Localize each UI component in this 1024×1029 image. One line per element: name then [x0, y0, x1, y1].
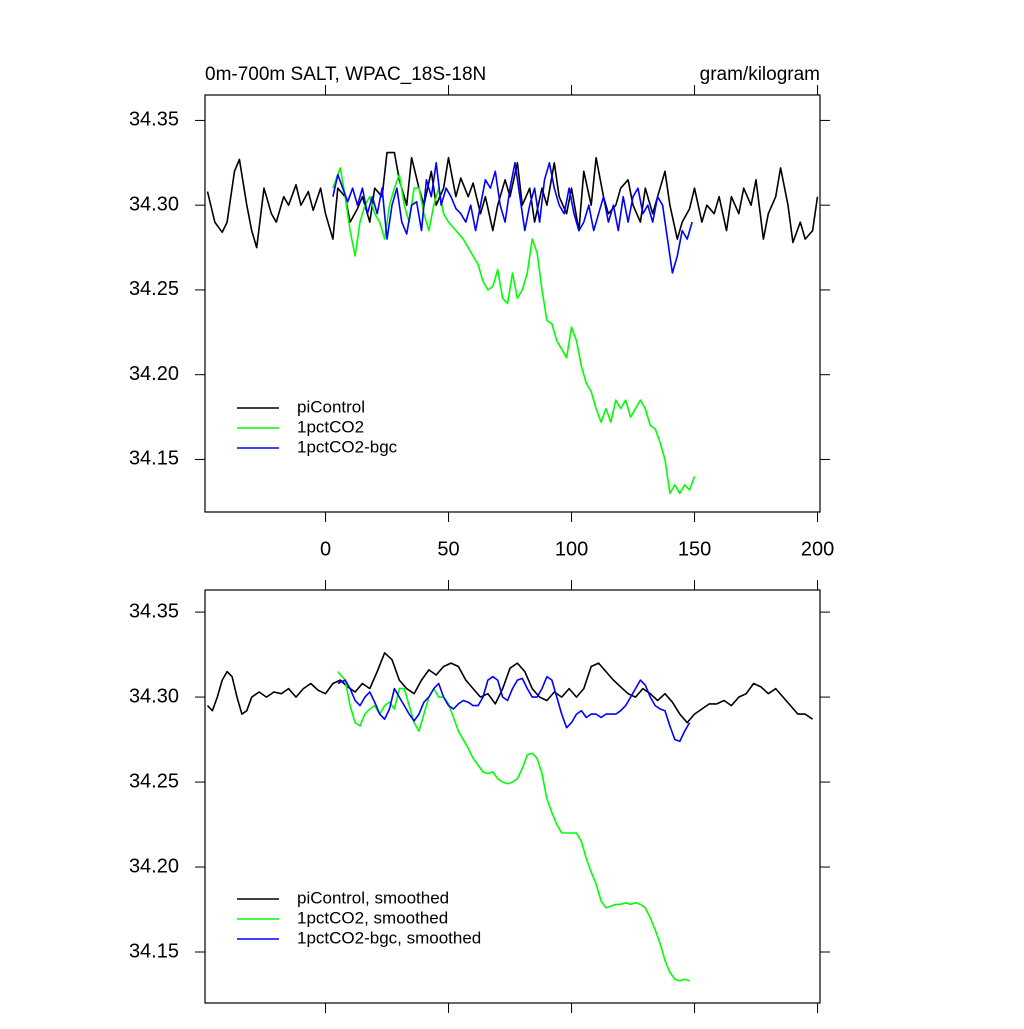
units-title: gram/kilogram — [700, 64, 820, 85]
y-tick-label: 34.20 — [129, 363, 179, 385]
plot-frame — [204, 94, 821, 513]
plot-frame — [204, 589, 821, 1004]
y-tick-label: 34.15 — [129, 940, 179, 962]
x-tick-label: 200 — [801, 538, 834, 560]
y-tick-label: 34.25 — [129, 770, 179, 792]
y-tick-label: 34.35 — [129, 600, 179, 622]
series-line — [337, 675, 691, 743]
series-line — [332, 162, 693, 274]
chart-title: 0m-700m SALT, WPAC_18S-18N — [205, 64, 486, 85]
x-tick-label: 50 — [437, 538, 459, 560]
series-line — [206, 151, 819, 249]
legend-label: piControl, smoothed — [297, 888, 449, 907]
y-tick-label: 34.25 — [129, 278, 179, 300]
legend-label: 1pctCO2 — [297, 417, 364, 436]
y-tick-label: 34.30 — [129, 193, 179, 215]
x-tick-label: 0 — [320, 538, 331, 560]
series-line — [337, 671, 690, 982]
legend-label: piControl — [297, 397, 365, 416]
legend-label: 1pctCO2-bgc, smoothed — [297, 928, 481, 947]
plot: 34.15 34.20 34.25 34.30 34.35 piControl, smoo… — [129, 580, 830, 1013]
plot: 0m-700m SALT, WPAC_18S-18N gram/kilogram 3… — [129, 64, 834, 560]
series-line — [332, 167, 696, 495]
legend-label: 1pctCO2, smoothed — [297, 908, 448, 927]
x-tick-label: 100 — [555, 538, 588, 560]
y-tick-label: 34.30 — [129, 685, 179, 707]
x-tick-label: 150 — [678, 538, 711, 560]
y-tick-label: 34.20 — [129, 855, 179, 877]
legend-label: 1pctCO2-bgc — [297, 437, 398, 456]
series-line — [206, 652, 814, 724]
y-tick-label: 34.35 — [129, 109, 179, 131]
y-tick-label: 34.15 — [129, 448, 179, 470]
